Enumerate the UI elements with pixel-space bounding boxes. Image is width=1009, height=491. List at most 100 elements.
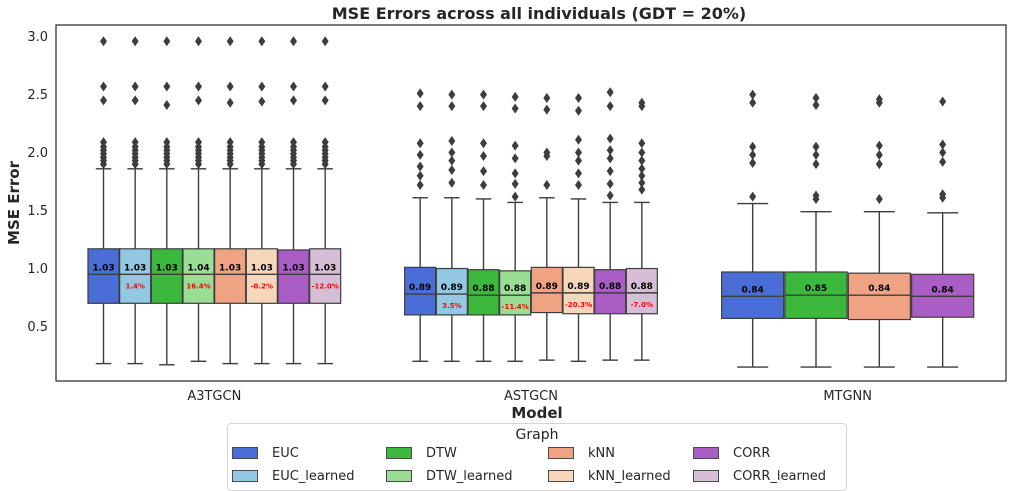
outlier-point: [638, 170, 646, 181]
outlier-point: [638, 138, 646, 149]
outlier-point: [575, 105, 582, 116]
outlier-point: [606, 133, 614, 144]
mean-value-label: 0.88: [504, 284, 526, 294]
outlier-point: [543, 93, 551, 104]
mean-value-label: 1.03: [219, 263, 241, 273]
legend-swatch: [232, 447, 258, 459]
outlier-point: [163, 81, 171, 92]
outlier-point: [939, 96, 947, 107]
y-tick-label: 1.0: [27, 262, 48, 277]
outlier-point: [195, 95, 202, 106]
mean-value-label: 0.89: [536, 282, 558, 292]
outlier-point: [131, 81, 139, 92]
outlier-point: [939, 189, 947, 200]
legend-swatch: [693, 447, 719, 459]
outlier-point: [448, 135, 456, 146]
outlier-point: [258, 36, 266, 47]
mean-value-label: 0.84: [868, 284, 890, 294]
box-MTGNN-kNN: 0.84: [847, 94, 911, 368]
outlier-point: [638, 177, 646, 188]
outlier-point: [812, 159, 820, 170]
outlier-point: [416, 170, 424, 181]
outlier-point: [812, 100, 820, 111]
outlier-point: [480, 166, 487, 177]
percent-change-label: -20.3%: [565, 301, 592, 309]
outlier-point: [606, 153, 614, 164]
mean-value-label: 0.89: [441, 283, 463, 293]
outlier-point: [226, 81, 234, 92]
outlier-point: [163, 100, 171, 111]
outlier-point: [163, 137, 171, 148]
percent-change-label: -0.2%: [251, 282, 273, 290]
mean-value-label: 1.03: [124, 263, 146, 273]
y-tick-label: 2.0: [27, 146, 48, 161]
outlier-point: [448, 101, 456, 112]
outlier-point: [812, 141, 820, 152]
outlier-point: [511, 91, 519, 102]
box-ASTGCN-DTW_learned: 0.88 -11.4%: [499, 91, 532, 362]
legend-label: CORR: [733, 445, 771, 461]
outlier-point: [226, 97, 234, 108]
legend-item-EUC_learned: EUC_learned: [232, 467, 355, 485]
outlier-point: [290, 137, 297, 148]
outlier-point: [448, 147, 456, 158]
outlier-point: [448, 155, 456, 166]
mean-value-label: 1.03: [251, 263, 273, 273]
y-tick-label: 1.5: [27, 204, 48, 219]
outlier-point: [511, 153, 519, 164]
plot-area-frame: [55, 24, 1007, 382]
percent-change-label: -7.0%: [631, 301, 653, 309]
box-iqr: [625, 267, 658, 315]
outlier-point: [100, 137, 107, 148]
legend-swatch: [693, 470, 719, 482]
outlier-point: [939, 147, 947, 158]
outlier-point: [321, 137, 329, 148]
outlier-point: [511, 103, 519, 114]
outlier-point: [606, 166, 614, 177]
outlier-point: [638, 147, 646, 158]
box-iqr: [499, 270, 532, 316]
mean-value-label: 1.03: [92, 263, 114, 273]
mean-value-label: 0.85: [805, 284, 827, 294]
outlier-point: [163, 36, 171, 47]
legend: Graph EUC DTW kNN CORR EUC_learned DTW_learne…: [227, 423, 847, 491]
percent-change-label: 16.4%: [186, 282, 210, 290]
outlier-point: [606, 101, 614, 112]
outlier-point: [939, 156, 947, 167]
outlier-point: [480, 89, 487, 100]
outlier-point: [812, 190, 820, 201]
box-iqr: [150, 248, 183, 304]
box-MTGNN-EUC: 0.84: [721, 89, 785, 368]
outlier-point: [638, 163, 646, 174]
outlier-point: [195, 81, 202, 92]
outlier-point: [575, 147, 582, 158]
outlier-point: [416, 180, 424, 191]
outlier-point: [543, 147, 551, 158]
outlier-point: [638, 155, 646, 166]
box-iqr: [562, 266, 595, 315]
outlier-point: [875, 149, 883, 160]
x-tick-label: A3TGCN: [187, 389, 241, 404]
outlier-point: [543, 104, 551, 115]
outlier-point: [416, 161, 424, 172]
outlier-point: [606, 87, 614, 98]
outlier-point: [448, 89, 456, 100]
box-ASTGCN-CORR_learned: 0.88 -7.0%: [625, 97, 658, 361]
legend-item-DTW_learned: DTW_learned: [386, 467, 513, 485]
outlier-point: [875, 140, 883, 151]
box-iqr: [721, 271, 785, 319]
box-MTGNN-DTW: 0.85: [784, 93, 848, 368]
box-iqr: [87, 248, 120, 304]
legend-label: EUC: [272, 445, 299, 461]
y-axis-title: MSE Error: [5, 160, 23, 245]
outlier-point: [638, 184, 646, 195]
outlier-point: [575, 134, 582, 145]
legend-swatch: [232, 470, 258, 482]
outlier-point: [749, 97, 757, 108]
box-iqr: [277, 249, 310, 304]
x-tick-label: ASTGCN: [504, 389, 558, 404]
percent-change-label: 1.4%: [125, 282, 144, 290]
x-tick-label: MTGNN: [823, 389, 872, 404]
box-iqr: [847, 272, 911, 321]
outlier-point: [131, 95, 139, 106]
